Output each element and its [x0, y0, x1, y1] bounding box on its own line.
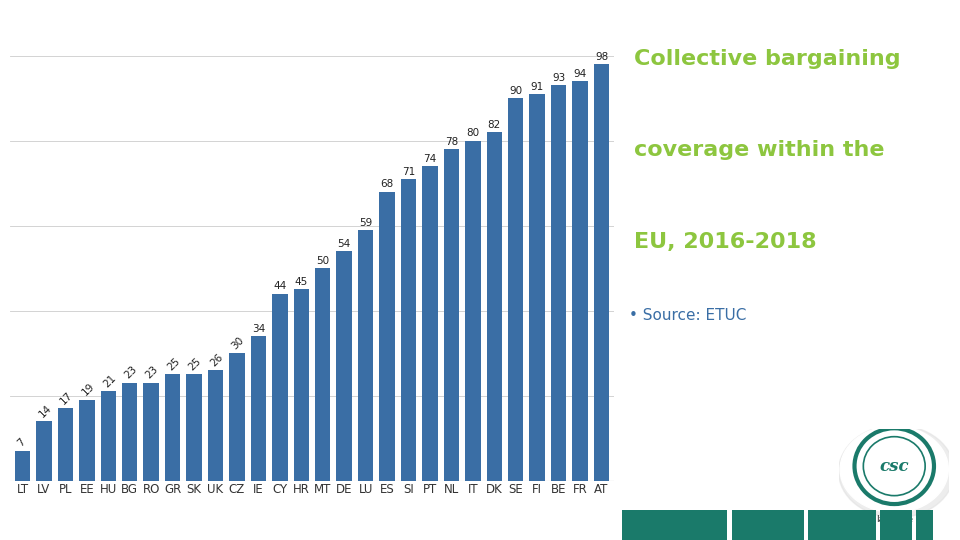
- Bar: [466, 140, 481, 481]
- Bar: [551, 85, 566, 481]
- Text: 90: 90: [509, 86, 522, 96]
- Bar: [444, 149, 459, 481]
- Text: 44: 44: [274, 281, 286, 292]
- Ellipse shape: [840, 426, 948, 512]
- Text: 74: 74: [423, 154, 437, 164]
- Bar: [294, 289, 309, 481]
- Text: 78: 78: [444, 137, 458, 147]
- Text: • Source: ETUC: • Source: ETUC: [629, 308, 746, 323]
- Text: 34: 34: [252, 324, 265, 334]
- Text: 7: 7: [15, 437, 27, 449]
- Text: Collective bargaining: Collective bargaining: [634, 49, 900, 69]
- Bar: [358, 230, 373, 481]
- Text: 50: 50: [316, 256, 329, 266]
- Text: coverage within the: coverage within the: [634, 140, 884, 160]
- Bar: [79, 400, 94, 481]
- Text: 19: 19: [80, 381, 96, 398]
- Bar: [207, 370, 224, 481]
- Bar: [594, 64, 610, 481]
- Text: 80: 80: [467, 129, 479, 138]
- Text: 82: 82: [488, 120, 501, 130]
- Text: 59: 59: [359, 218, 372, 228]
- Text: 54: 54: [338, 239, 350, 249]
- Text: 91: 91: [531, 82, 543, 92]
- Bar: [508, 98, 523, 481]
- Text: 25: 25: [187, 356, 204, 372]
- Text: 23: 23: [144, 364, 160, 381]
- Bar: [122, 383, 137, 481]
- Bar: [58, 408, 73, 481]
- Bar: [14, 451, 30, 481]
- Bar: [400, 179, 417, 481]
- Text: 23: 23: [123, 364, 139, 381]
- Bar: [487, 132, 502, 481]
- Text: 14: 14: [36, 402, 54, 419]
- Text: lacsc.be: lacsc.be: [876, 515, 913, 524]
- Bar: [36, 421, 52, 481]
- Text: 71: 71: [402, 167, 415, 177]
- Text: EU, 2016-2018: EU, 2016-2018: [634, 232, 816, 252]
- Text: 94: 94: [573, 69, 587, 79]
- Text: 25: 25: [165, 356, 182, 372]
- Bar: [572, 81, 588, 481]
- Bar: [143, 383, 158, 481]
- Bar: [422, 166, 438, 481]
- Bar: [530, 94, 545, 481]
- Text: 21: 21: [101, 373, 118, 389]
- Bar: [186, 374, 202, 481]
- Bar: [336, 251, 352, 481]
- Text: 93: 93: [552, 73, 565, 83]
- Bar: [379, 192, 395, 481]
- Bar: [101, 392, 116, 481]
- Text: 98: 98: [595, 52, 608, 62]
- Text: 26: 26: [208, 352, 225, 368]
- Bar: [272, 294, 288, 481]
- Bar: [165, 374, 180, 481]
- Ellipse shape: [838, 425, 954, 518]
- Text: csc: csc: [879, 458, 909, 475]
- Bar: [251, 336, 266, 481]
- Bar: [229, 353, 245, 481]
- Text: 17: 17: [59, 390, 75, 406]
- Bar: [315, 268, 330, 481]
- Text: 30: 30: [229, 335, 246, 351]
- Text: 68: 68: [380, 179, 394, 190]
- Text: 45: 45: [295, 277, 308, 287]
